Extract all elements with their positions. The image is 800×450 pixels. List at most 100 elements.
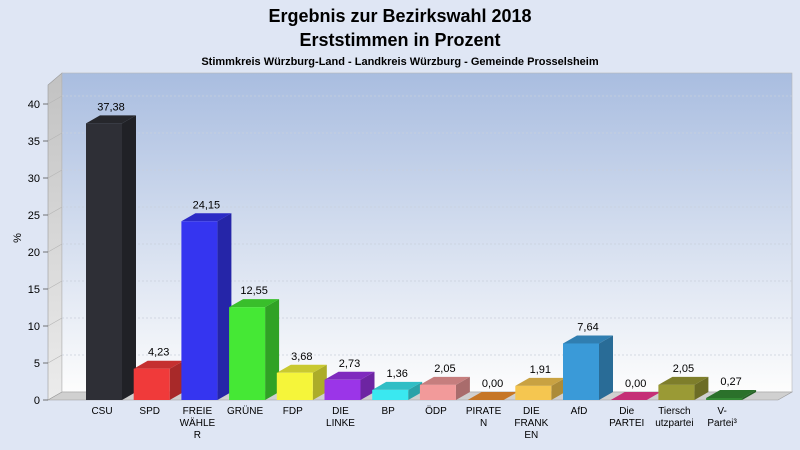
category-label-line: WÄHLE — [180, 417, 216, 429]
category-label-line: PARTEI — [609, 418, 644, 429]
y-tick-label: 10 — [28, 321, 40, 333]
category-label-line: DIE — [523, 406, 540, 417]
data-label: 4,23 — [148, 347, 169, 359]
category-label-line: FDP — [283, 406, 303, 417]
bar — [276, 364, 327, 400]
bar — [419, 376, 470, 400]
y-tick-label: 40 — [28, 99, 40, 111]
data-label: 12,55 — [240, 285, 268, 297]
category-label-line: SPD — [139, 406, 160, 417]
data-label: 2,05 — [673, 363, 694, 375]
bars — [86, 115, 757, 400]
bar — [467, 392, 518, 400]
chart-left-wall — [47, 72, 63, 401]
bar-side — [551, 377, 566, 400]
bar — [229, 299, 280, 400]
bar-side — [599, 335, 613, 400]
bar-side — [122, 115, 136, 400]
data-label: 2,05 — [434, 363, 455, 375]
category-label-line: FREIE — [183, 406, 213, 417]
category-label-line: FRANK — [514, 418, 548, 429]
bar-side — [694, 376, 709, 400]
bar-front — [324, 379, 361, 400]
category-label-line: BP — [382, 406, 396, 417]
bar — [706, 390, 757, 400]
data-label: 24,15 — [193, 199, 221, 211]
y-axis-ticks: 0 5 10 15 20 25 30 35 40 — [28, 99, 48, 407]
category-label: PIRATE N — [466, 406, 502, 429]
category-label-line: DIE — [332, 406, 349, 417]
bar-front — [658, 384, 695, 400]
bar-top — [658, 376, 709, 385]
gridline-wall — [47, 169, 63, 179]
category-label: CSU — [91, 406, 112, 417]
bar-top — [515, 377, 566, 386]
gridline-wall — [47, 243, 63, 253]
bar-front — [181, 221, 218, 400]
gridlines — [47, 95, 792, 364]
y-tick-label: 5 — [34, 358, 40, 370]
gridline-wall — [47, 280, 63, 290]
plot-area — [61, 72, 793, 393]
data-label: 0,00 — [482, 378, 503, 390]
bar-side — [360, 371, 375, 400]
bar-front — [276, 372, 313, 400]
y-tick-label: 0 — [34, 395, 40, 407]
category-label: BP — [382, 406, 396, 417]
bar-front — [515, 385, 552, 400]
bar-top — [229, 299, 280, 308]
y-tick-label: 15 — [28, 284, 40, 296]
data-label: 1,36 — [386, 368, 407, 380]
bar-top — [706, 390, 757, 399]
category-label: DIE LINKE — [326, 406, 355, 429]
bar-side — [742, 390, 757, 400]
bar — [372, 381, 423, 400]
bar-front — [229, 307, 266, 400]
data-label: 1,91 — [530, 364, 551, 376]
bar-front — [419, 384, 456, 400]
category-label: FREIE WÄHLE R — [180, 406, 216, 441]
bar-side — [455, 376, 470, 400]
category-label: AfD — [571, 406, 588, 417]
category-label-line: N — [480, 418, 487, 429]
bar-side — [217, 213, 232, 400]
bar-front — [706, 398, 743, 400]
bar — [563, 335, 613, 400]
bar — [515, 377, 566, 400]
gridline-wall — [47, 95, 63, 105]
category-label-line: utzpartei — [655, 418, 693, 429]
category-label: GRÜNE — [227, 405, 263, 417]
category-label: SPD — [139, 406, 160, 417]
chart-title: Ergebnis zur Bezirkswahl 2018 — [268, 6, 531, 26]
bar-front — [133, 368, 170, 400]
gridline-wall — [47, 206, 63, 216]
bar-top — [86, 115, 136, 124]
data-label: 2,73 — [339, 358, 360, 370]
category-label-line: AfD — [571, 406, 588, 417]
bar-top — [610, 392, 661, 400]
gridline-wall — [47, 317, 63, 327]
category-label-line: CSU — [91, 406, 112, 417]
category-label: FDP — [283, 406, 303, 417]
bar-top — [276, 364, 327, 373]
bar — [658, 376, 709, 400]
bar — [181, 213, 232, 400]
category-label: ÖDP — [425, 405, 447, 417]
category-label-line: PIRATE — [466, 406, 502, 417]
y-axis-label: % — [12, 233, 24, 243]
y-tick-label: 35 — [28, 136, 40, 148]
data-label: 3,68 — [291, 351, 312, 363]
y-tick-label: 20 — [28, 247, 40, 259]
bar-front — [372, 389, 409, 400]
bar — [610, 392, 661, 400]
gridline-wall — [47, 354, 63, 364]
bar-top — [372, 381, 423, 390]
bar-side — [169, 360, 184, 400]
bar-top — [324, 371, 375, 380]
data-label: 0,00 — [625, 378, 646, 390]
chart-subtitle: Erststimmen in Prozent — [299, 30, 500, 50]
bar-side — [312, 364, 327, 400]
bar — [133, 360, 184, 400]
bar — [86, 115, 136, 400]
